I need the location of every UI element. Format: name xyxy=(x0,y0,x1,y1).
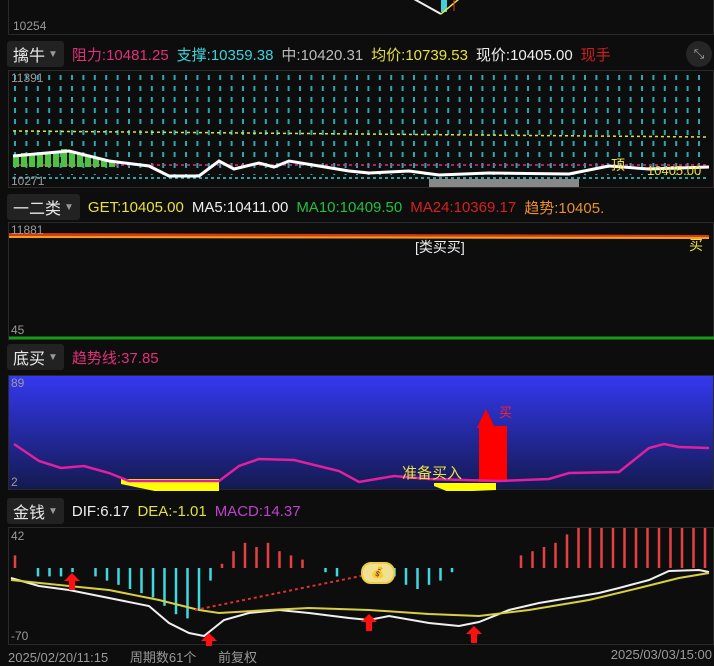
indicator-dropdown-yierlei[interactable]: 一二类 ▼ xyxy=(7,194,80,220)
footer: 2025/02/20/11:15 周期数61个 前复权 xyxy=(8,647,257,666)
volume-bar xyxy=(37,155,43,167)
expand-icon[interactable]: ⤡ xyxy=(686,41,712,67)
volume-bar xyxy=(69,152,75,167)
ma5-value: MA5:10411.00 xyxy=(191,198,289,216)
qinniu-plot xyxy=(12,75,710,187)
buy-arrow-icon xyxy=(361,614,377,631)
volume-bar xyxy=(21,153,27,167)
main-chart-panel[interactable]: 10254 xyxy=(8,0,714,35)
dropdown-label: 金钱 xyxy=(13,505,46,522)
price-line xyxy=(12,149,710,178)
buy-arrow-icon xyxy=(466,626,482,643)
dea-line xyxy=(10,572,710,618)
end-time: 2025/03/03/15:00 xyxy=(610,647,712,662)
axis-max-label: 11881 xyxy=(11,223,44,237)
period-count: 周期数61个 xyxy=(129,650,197,665)
chevron-down-icon: ▼ xyxy=(48,505,58,517)
buy-signal-right: 买 xyxy=(689,237,703,253)
dif-value: DIF:6.17 xyxy=(71,502,130,520)
current-volume-label: 现手 xyxy=(580,46,611,64)
volume-bar xyxy=(85,155,91,167)
avg-price-line xyxy=(12,130,710,138)
yierlei-chart[interactable]: 11881 45 [类买买] 买 xyxy=(8,222,714,340)
chevron-down-icon: ▼ xyxy=(48,351,58,363)
trend-line-value: 趋势线:37.85 xyxy=(71,349,159,367)
buy-signal-label: [类买买] xyxy=(415,239,465,255)
axis-max-label: 42 xyxy=(11,529,25,543)
qinniu-header: 擒牛 ▼ 阻力:10481.25 支撑:10359.38 中:10420.31 均… xyxy=(0,40,714,68)
axis-min-label: 10271 xyxy=(11,174,45,188)
qinniu-chart[interactable]: 11391 10271 顶 10405.00 xyxy=(8,70,714,188)
axis-min-label: 45 xyxy=(11,323,25,337)
volume-bar xyxy=(13,155,19,167)
get-value: GET:10405.00 xyxy=(87,198,184,216)
buy-label: 买 xyxy=(499,405,513,420)
volume-bar xyxy=(53,151,59,167)
dimai-header: 底买 ▼ 趋势线:37.85 xyxy=(0,343,714,371)
current-price-value: 现价:10405.00 xyxy=(475,46,573,64)
divergence-line xyxy=(194,575,362,611)
indicator-dropdown-dimai[interactable]: 底买 ▼ xyxy=(7,344,64,370)
axis-min-label: 10254 xyxy=(13,19,47,33)
mid-value: 中:10420.31 xyxy=(281,46,364,64)
axis-max-label: 11391 xyxy=(11,71,44,85)
ready-buy-label: 准备买入 xyxy=(402,465,463,482)
money-bag-icon: 💰 xyxy=(361,562,395,584)
ma24-value: MA24:10369.17 xyxy=(410,198,517,216)
axis-min-label: 2 xyxy=(11,475,18,489)
volume-bar xyxy=(77,153,83,167)
macd-plot xyxy=(10,528,710,646)
axis-min-label: -70 xyxy=(11,629,29,643)
yierlei-plot xyxy=(9,233,714,340)
chevron-down-icon: ▼ xyxy=(48,48,58,60)
axis-max-label: 89 xyxy=(11,376,25,390)
yierlei-header: 一二类 ▼ GET:10405.00 MA5:10411.00 MA10:1040… xyxy=(0,193,714,221)
volume-bar xyxy=(93,157,99,167)
volume-bar xyxy=(29,154,35,167)
volume-bar xyxy=(61,149,67,167)
volume-bar xyxy=(109,161,115,167)
dropdown-label: 底买 xyxy=(13,351,46,368)
main-chart-candles xyxy=(413,0,459,15)
macd-chart[interactable]: 42 -70 💰 xyxy=(8,527,714,646)
dropdown-label: 一二类 xyxy=(13,201,62,218)
dropdown-label: 擒牛 xyxy=(13,48,46,65)
dea-value: DEA:-1.01 xyxy=(137,502,207,520)
top-marker: 顶 xyxy=(611,157,625,173)
indicator-dropdown-jinqian[interactable]: 金钱 ▼ xyxy=(7,498,64,524)
avg-price-value: 均价:10739.53 xyxy=(371,46,468,64)
price-marker: 10405.00 xyxy=(647,163,702,178)
indicator-dropdown-qinniu[interactable]: 擒牛 ▼ xyxy=(7,41,64,67)
volume-bar xyxy=(45,153,51,167)
price-adjust[interactable]: 前复权 xyxy=(217,650,257,665)
signal-band xyxy=(429,179,579,187)
macd-value: MACD:14.37 xyxy=(214,502,301,520)
buy-arrow-icon xyxy=(64,573,80,590)
trend-value: 趋势:10405. xyxy=(524,199,605,217)
volume-bar xyxy=(101,159,107,167)
resistance-value: 阻力:10481.25 xyxy=(71,46,169,64)
dimai-chart[interactable]: 89 2 准备买入 买 xyxy=(8,375,714,491)
jinqian-header: 金钱 ▼ DIF:6.17 DEA:-1.01 MACD:14.37 xyxy=(0,497,714,525)
ma10-value: MA10:10409.50 xyxy=(296,198,403,216)
buy-arrow-icon xyxy=(201,633,217,646)
dif-line xyxy=(10,568,710,638)
support-value: 支撑:10359.38 xyxy=(176,46,274,64)
dimai-plot xyxy=(13,409,710,491)
start-time: 2025/02/20/11:15 xyxy=(8,650,109,665)
chevron-down-icon: ▼ xyxy=(64,201,74,213)
